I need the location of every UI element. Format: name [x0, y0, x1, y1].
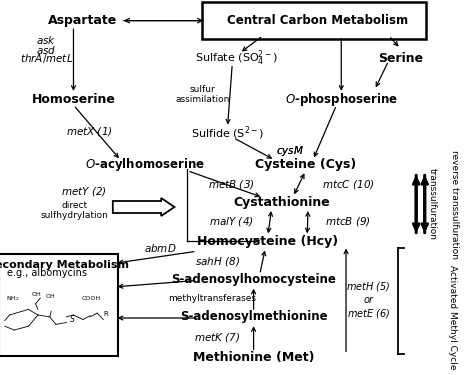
Text: Sulfide (S$^{2-}$): Sulfide (S$^{2-}$): [191, 124, 264, 142]
Text: methyltransferases: methyltransferases: [168, 294, 256, 303]
Text: NH$_2$: NH$_2$: [6, 294, 19, 303]
Text: $\it{metK}$ (7): $\it{metK}$ (7): [194, 331, 240, 344]
FancyArrow shape: [113, 198, 174, 216]
Text: $\it{sahH}$ (8): $\it{sahH}$ (8): [194, 255, 240, 268]
Text: $\it{ask}$: $\it{ask}$: [36, 34, 56, 46]
Text: $\it{mtcC}$ (10): $\it{mtcC}$ (10): [322, 178, 375, 191]
Text: OH: OH: [46, 294, 55, 299]
Text: $\it{metY}$ (2): $\it{metY}$ (2): [62, 186, 107, 198]
Text: R: R: [103, 311, 108, 317]
Text: OH: OH: [32, 292, 42, 297]
Text: $\it{metB}$ (3): $\it{metB}$ (3): [208, 178, 255, 191]
Text: $\it{O}$-phosphoserine: $\it{O}$-phosphoserine: [284, 91, 398, 108]
Text: e.g., albomycins: e.g., albomycins: [7, 268, 87, 278]
Text: S-adenosylhomocysteine: S-adenosylhomocysteine: [171, 273, 336, 286]
Text: Homocysteine (Hcy): Homocysteine (Hcy): [197, 236, 338, 248]
Text: Activated Methyl Cycle: Activated Methyl Cycle: [448, 265, 457, 369]
Text: COOH: COOH: [82, 296, 100, 301]
Text: $\it{asd}$: $\it{asd}$: [36, 44, 57, 55]
Text: reverse transsulfuration: reverse transsulfuration: [450, 150, 458, 259]
Text: Aspartate: Aspartate: [48, 14, 118, 27]
Text: Cysteine (Cys): Cysteine (Cys): [255, 159, 356, 171]
Text: Serine: Serine: [378, 52, 423, 64]
Text: transsulfuration: transsulfuration: [428, 168, 437, 240]
Text: $\it{malY}$ (4): $\it{malY}$ (4): [209, 216, 254, 228]
Text: $\it{cysM}$: $\it{cysM}$: [276, 144, 304, 159]
FancyBboxPatch shape: [202, 2, 426, 39]
Text: Sulfate (SO$_4^{2-}$): Sulfate (SO$_4^{2-}$): [195, 48, 279, 68]
Text: $\it{abmD}$: $\it{abmD}$: [144, 242, 176, 254]
Text: sulfur
assimilation: sulfur assimilation: [176, 85, 230, 104]
Text: $\it{thrA/metL}$: $\it{thrA/metL}$: [20, 53, 73, 65]
Text: Central Carbon Metabolism: Central Carbon Metabolism: [227, 14, 408, 27]
Text: Homoserine: Homoserine: [32, 93, 115, 106]
Text: Methionine (Met): Methionine (Met): [193, 351, 314, 363]
Text: direct
sulfhydrylation: direct sulfhydrylation: [41, 201, 109, 220]
Text: S-adenosylmethionine: S-adenosylmethionine: [180, 310, 328, 323]
Text: $\it{mtcB}$ (9): $\it{mtcB}$ (9): [326, 216, 371, 228]
Text: Cystathionine: Cystathionine: [234, 196, 330, 209]
Text: $\it{cysM}$: $\it{cysM}$: [276, 144, 304, 159]
Text: $\it{metX}$ (1): $\it{metX}$ (1): [66, 126, 112, 138]
Text: Secondary Metabolism: Secondary Metabolism: [0, 260, 129, 270]
FancyBboxPatch shape: [0, 254, 118, 356]
Text: $\it{O}$-acylhomoserine: $\it{O}$-acylhomoserine: [84, 156, 205, 174]
Text: S: S: [70, 315, 74, 324]
Text: $\it{metH}$ (5)
or
$\it{metE}$ (6): $\it{metH}$ (5) or $\it{metE}$ (6): [346, 280, 391, 320]
